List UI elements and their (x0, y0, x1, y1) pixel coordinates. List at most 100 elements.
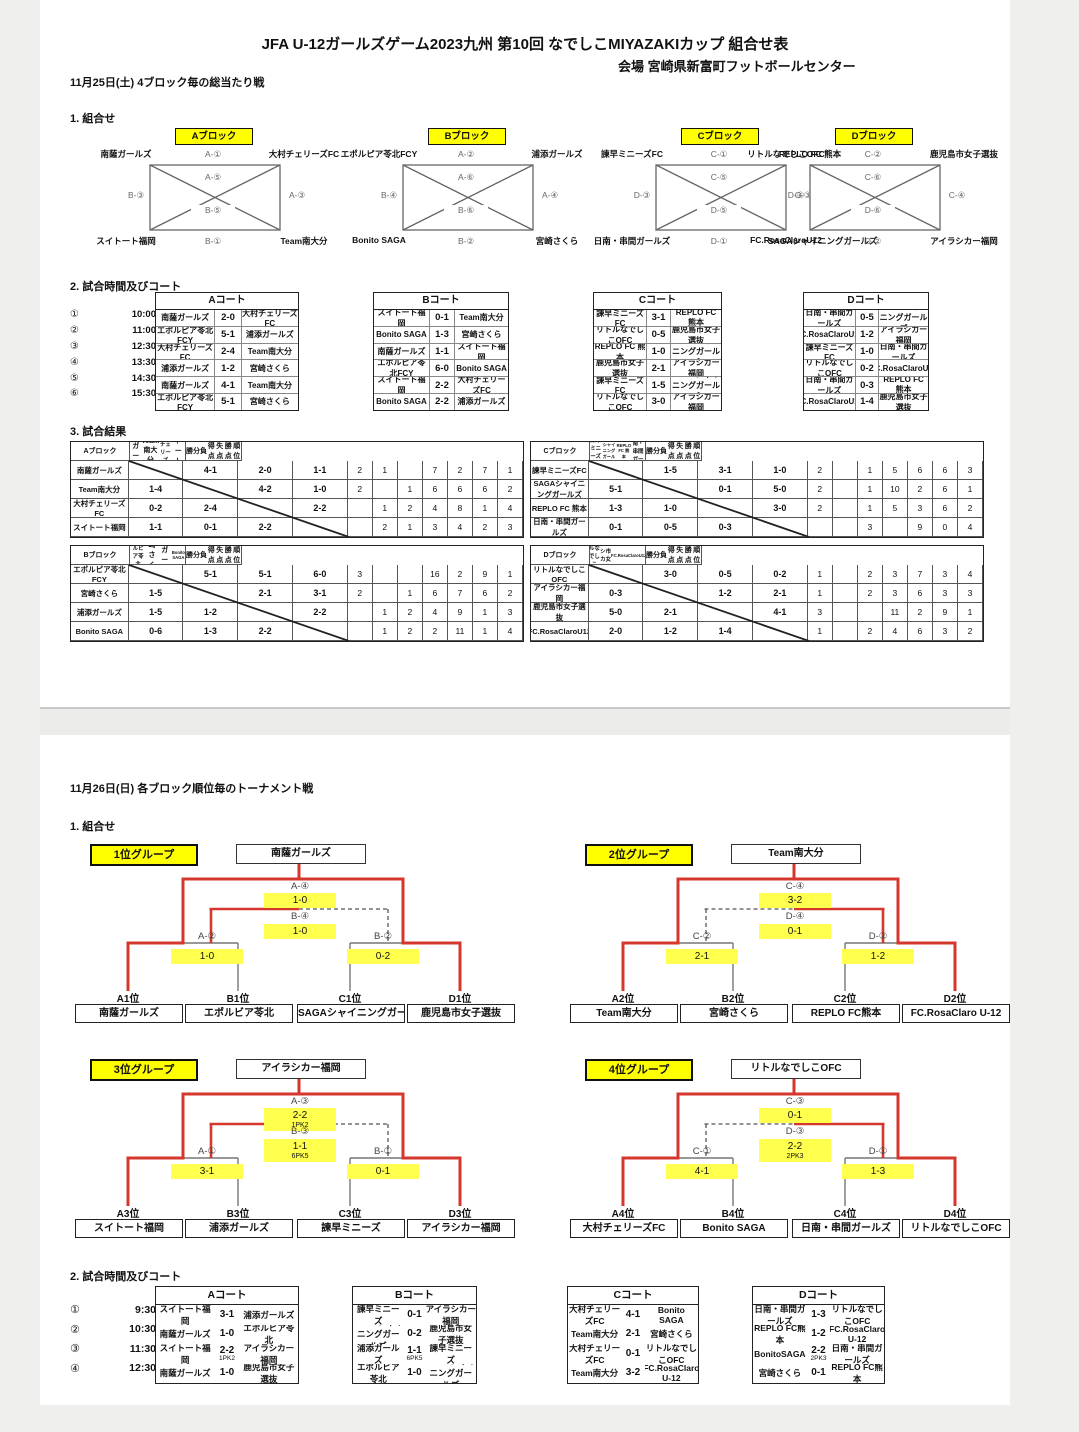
match-row: 南薩ガールズ 2-0 大村チェリーズFC (156, 310, 298, 326)
result-cell: 3 (932, 622, 958, 641)
match-row: FC.RosaClaroU12 1-2 アイラシカー福岡 (804, 325, 928, 343)
result-cell: 1 (472, 622, 498, 641)
match-code: D-⑤ (697, 205, 741, 216)
score: 1-1 (407, 1344, 422, 1356)
round-time: 10:00 (131, 309, 156, 321)
away-team: REPLO FC 熊本 (675, 310, 717, 326)
result-cell (588, 461, 644, 480)
result-cell: 9 (932, 603, 958, 622)
home-team: エポルピア苓北FCY (374, 360, 430, 377)
away-team: FC.RosaClaro U-12 (830, 1324, 884, 1345)
score: 1-0 (407, 1367, 422, 1379)
results-header-row: Cブロック 諫早ミニーズFCSAGAシャイニングガールズREPLO FC 熊本日… (531, 442, 983, 461)
results-row: スイトート福岡 1-1 0-1 2-2 2 1 3 4 2 3 (71, 518, 523, 537)
result-cell: 2 (807, 480, 833, 499)
result-cell (807, 518, 833, 537)
court-name: Bコート (374, 293, 508, 310)
court-table: Cコート 大村チェリーズFC 4-1 Bonito SAGA Team南大分 2… (567, 1286, 699, 1384)
result-cell (238, 603, 293, 622)
result-cell: 0-1 (588, 518, 644, 537)
result-cell: 6 (932, 499, 958, 518)
result-cell: 2 (907, 480, 933, 499)
result-cell: 2 (807, 461, 833, 480)
team-header: 南薩ガールズ (132, 443, 140, 460)
court-name: Aコート (156, 293, 298, 310)
result-cell: 2 (807, 499, 833, 518)
result-cell: アイラシカー福岡 (531, 584, 589, 603)
home-team: エポルピア苓北FCY (156, 393, 216, 410)
page-gap (40, 707, 1010, 737)
court-rows: 諫早ミニーズFC 3-1 REPLO FC 熊本 リトルなでしこOFC 0-5 … (594, 310, 721, 410)
match-row: エポルビア苓北 1-0 SAGAシャイニングガールズ (353, 1364, 476, 1384)
third-place-score-box: 0-1 (759, 924, 831, 939)
result-cell (372, 584, 398, 603)
team-box: FC.RosaClaro U-12 (902, 1004, 1010, 1023)
match-code: A-④ (290, 881, 310, 892)
match-row: REPLO FC 熊本 1-0 SAGAシャイニングガールズ (594, 342, 721, 360)
round-number: ④ (70, 356, 79, 368)
match-row: エポルピア苓北FCY 5-1 宮崎さくら (156, 392, 298, 410)
result-cell: 6 (422, 584, 448, 603)
result-cell: 2 (397, 603, 423, 622)
score: 0-5 (856, 310, 880, 326)
result-cell: 0-2 (128, 499, 184, 518)
result-cell: 2-2 (238, 622, 293, 641)
score: 3-2 (625, 1367, 641, 1379)
score: 0-2 (856, 360, 880, 377)
result-cell: リトルなでしこOFC (531, 565, 589, 584)
match-row: 南薩ガールズ 1-1 スイトート福岡 (374, 342, 508, 360)
home-team: Team南大分 (571, 1368, 619, 1379)
away-team: FC.RosaClaroU12 (879, 363, 928, 373)
round-time: 12:30 (129, 1362, 156, 1375)
match-code: D-① (710, 236, 728, 246)
result-cell: 1-5 (128, 584, 184, 603)
match-row: 大村チェリーズFC 2-4 Team南大分 (156, 342, 298, 360)
result-cell: 1 (957, 480, 983, 499)
score: 1-0 (292, 926, 308, 937)
home-team: リトルなでしこOFC (594, 326, 648, 343)
away-team: アイラシカー福岡 (672, 360, 720, 377)
result-cell (832, 565, 858, 584)
round-time: 13:30 (131, 356, 156, 368)
home-team: リトルなでしこOFC (594, 393, 648, 410)
score: 1-1 (292, 1141, 308, 1152)
match-row: 諫早ミニーズ 0-1 アイラシカー福岡 (353, 1305, 476, 1325)
result-cell: 1 (372, 622, 398, 641)
result-cell: 1-4 (128, 480, 184, 499)
match-row: 鹿児島市女子選抜 2-1 アイラシカー福岡 (594, 359, 721, 377)
match-row: エポルピア苓北FCY 6-0 Bonito SAGA (374, 359, 508, 377)
stat-header: 失点 (676, 443, 684, 460)
match-code: A-③ (288, 190, 306, 200)
away-team: Team南大分 (459, 313, 504, 323)
section-results: 3. 試合結果 (70, 426, 127, 438)
result-cell: 3 (907, 499, 933, 518)
team-box: SAGAシャイニングガールズ (297, 1004, 405, 1023)
court-table: Bコート スイトート福岡 0-1 Team南大分 Bonito SAGA 1-3… (373, 292, 509, 411)
result-cell: 1 (497, 565, 523, 584)
semi-score-box: 1-2 (842, 949, 914, 964)
team-header: Bonito SAGA (171, 550, 185, 560)
team-name: FC.RosaClaroU12 (750, 235, 822, 245)
result-cell: 1 (807, 584, 833, 603)
stat-header: 得点 (667, 547, 675, 564)
match-code: C-① (710, 149, 728, 159)
result-cell: 6 (447, 480, 473, 499)
result-cell: 1 (397, 518, 423, 537)
score: 2-1 (694, 951, 710, 962)
score-cell: 2-2 2PK3 (807, 1344, 831, 1364)
result-cell: 2-2 (238, 518, 293, 537)
stat-header: 負 (660, 448, 667, 455)
result-cell: 1 (372, 461, 398, 480)
result-cell: 6 (907, 622, 933, 641)
court-rows: 諫早ミニーズ 0-1 アイラシカー福岡 SAGAシャイニングガールズ 0-2 鹿… (353, 1305, 476, 1383)
block-label: Aブロック (175, 128, 253, 145)
match-code: D-③ (633, 190, 651, 200)
result-cell: 9 (447, 603, 473, 622)
result-cell (397, 565, 423, 584)
result-cell: 0-5 (643, 518, 699, 537)
result-cell: 0-5 (698, 565, 753, 584)
match-code: C-① (692, 1146, 712, 1157)
block-lines (655, 164, 787, 231)
semi-score-box: 0-2 (347, 949, 419, 964)
result-cell: 1 (857, 461, 883, 480)
